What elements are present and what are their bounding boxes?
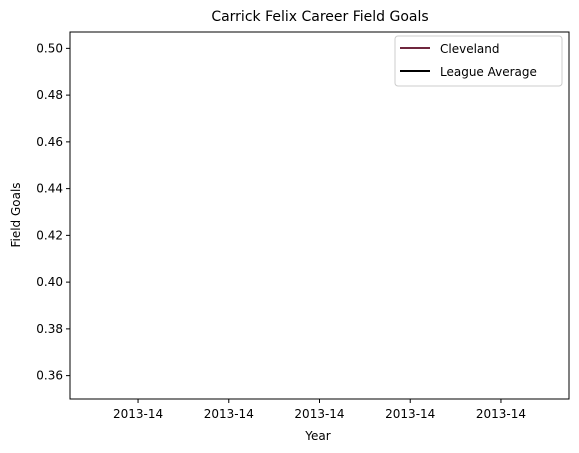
y-tick-label: 0.38 [36,322,63,336]
legend-label-cleveland: Cleveland [440,42,500,56]
y-tick-label: 0.48 [36,88,63,102]
y-tick-label: 0.50 [36,41,63,55]
legend: Cleveland League Average [394,35,563,87]
x-tick-label: 2013-14 [204,407,254,421]
plot-area [69,31,570,400]
y-axis-ticks: 0.36 0.38 0.40 0.42 0.44 0.46 0.48 0.50 [36,41,70,383]
legend-box [394,35,563,87]
x-tick-label: 2013-14 [476,407,526,421]
y-tick-label: 0.44 [36,182,63,196]
chart-title: Carrick Felix Career Field Goals [211,9,428,25]
y-axis-label: Field Goals [9,182,23,247]
y-tick-label: 0.36 [36,369,63,383]
axes-frame [69,31,570,400]
y-tick-label: 0.40 [36,275,63,289]
x-tick-label: 2013-14 [113,407,163,421]
x-axis-label: Year [304,429,330,443]
x-tick-label: 2013-14 [385,407,435,421]
y-tick-label: 0.46 [36,135,63,149]
legend-label-league-average: League Average [440,65,537,79]
y-tick-label: 0.42 [36,228,63,242]
x-tick-label: 2013-14 [294,407,344,421]
x-axis-ticks: 2013-14 2013-14 2013-14 2013-14 2013-14 [113,399,526,421]
